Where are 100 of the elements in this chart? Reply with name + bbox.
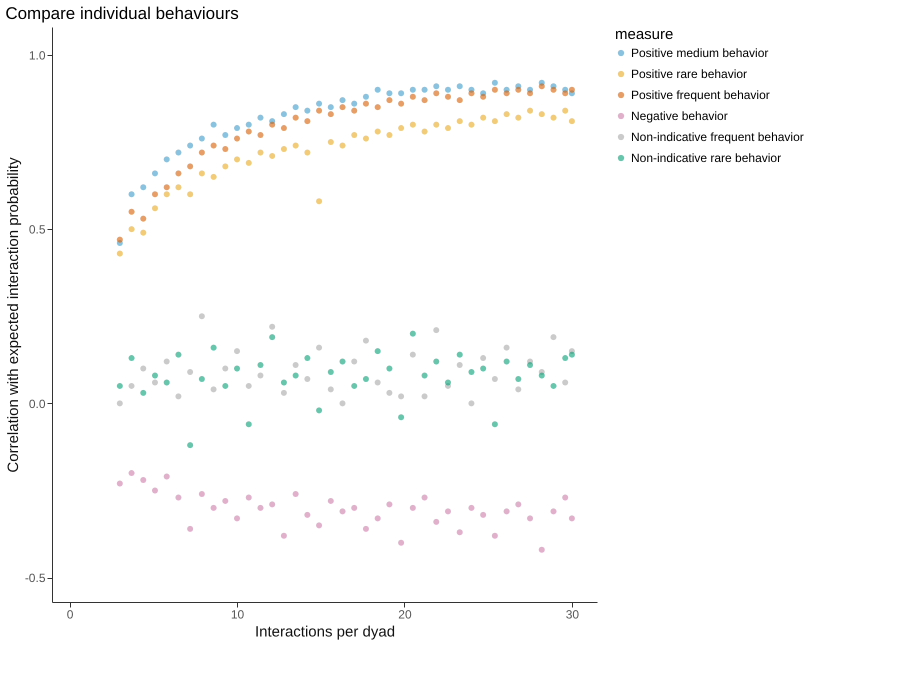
point xyxy=(480,355,486,362)
point xyxy=(480,94,486,100)
point xyxy=(187,526,194,532)
y-tick-label: -0.5 xyxy=(24,571,46,586)
point xyxy=(568,352,575,358)
point xyxy=(210,174,217,180)
point xyxy=(210,344,217,351)
point xyxy=(562,379,568,386)
point xyxy=(292,114,299,121)
point xyxy=(222,366,228,372)
point xyxy=(175,352,182,358)
legend-title: measure xyxy=(615,26,674,43)
point xyxy=(504,358,510,365)
point xyxy=(433,90,440,96)
point xyxy=(152,487,158,494)
point xyxy=(444,125,451,132)
point xyxy=(550,114,556,121)
point xyxy=(562,355,568,362)
point xyxy=(386,90,392,96)
point xyxy=(456,118,463,124)
point xyxy=(316,108,322,114)
point xyxy=(246,494,252,500)
point xyxy=(340,400,346,406)
point xyxy=(116,250,123,257)
point xyxy=(187,163,194,170)
point xyxy=(410,352,416,358)
point xyxy=(164,358,170,365)
point xyxy=(410,330,416,337)
point xyxy=(175,393,182,400)
point xyxy=(140,230,146,236)
point xyxy=(550,334,556,340)
point xyxy=(269,152,276,159)
point xyxy=(328,111,334,118)
point xyxy=(444,379,451,386)
point xyxy=(433,358,440,365)
point xyxy=(362,100,369,107)
point xyxy=(140,216,146,222)
point xyxy=(328,369,334,375)
point xyxy=(128,226,135,232)
point xyxy=(351,132,358,138)
point xyxy=(269,501,276,508)
point xyxy=(433,122,440,128)
point xyxy=(351,100,358,107)
point xyxy=(468,369,474,375)
point xyxy=(340,97,346,104)
point xyxy=(269,122,276,128)
point xyxy=(234,156,240,162)
point xyxy=(456,83,463,90)
point xyxy=(292,490,299,497)
y-axis-title: Correlation with expected interaction probability xyxy=(4,156,22,473)
point xyxy=(538,83,545,90)
point xyxy=(140,477,146,484)
point xyxy=(444,508,451,514)
point xyxy=(351,504,358,511)
point xyxy=(234,125,240,132)
point xyxy=(340,104,346,110)
point xyxy=(386,97,392,104)
point xyxy=(433,327,440,334)
point xyxy=(468,504,474,511)
point xyxy=(140,184,146,190)
point xyxy=(374,379,381,386)
point xyxy=(550,86,556,93)
point xyxy=(433,83,440,90)
point xyxy=(175,494,182,500)
point xyxy=(374,348,381,354)
point xyxy=(398,393,404,400)
point xyxy=(257,362,264,368)
point xyxy=(128,470,135,476)
point xyxy=(456,97,463,104)
point xyxy=(410,122,416,128)
point xyxy=(304,355,310,362)
point xyxy=(562,494,568,500)
point xyxy=(538,546,545,553)
point xyxy=(152,205,158,212)
point xyxy=(398,414,404,420)
point xyxy=(234,515,240,522)
point xyxy=(292,372,299,378)
point xyxy=(515,386,522,392)
point xyxy=(246,160,252,166)
point xyxy=(374,86,381,93)
x-tick-label: 0 xyxy=(66,608,74,622)
point xyxy=(492,86,498,93)
point xyxy=(257,114,264,121)
point xyxy=(222,146,228,152)
point xyxy=(374,515,381,522)
point xyxy=(292,362,299,368)
point xyxy=(562,108,568,114)
point xyxy=(222,382,228,389)
point xyxy=(280,146,287,152)
point xyxy=(210,122,217,128)
point xyxy=(456,529,463,536)
point xyxy=(316,407,322,414)
point xyxy=(527,90,534,96)
point xyxy=(116,400,123,406)
point xyxy=(198,313,205,320)
point xyxy=(422,393,428,400)
point xyxy=(128,208,135,215)
x-tick-label: 30 xyxy=(566,608,580,622)
point xyxy=(280,125,287,132)
point xyxy=(316,522,322,528)
